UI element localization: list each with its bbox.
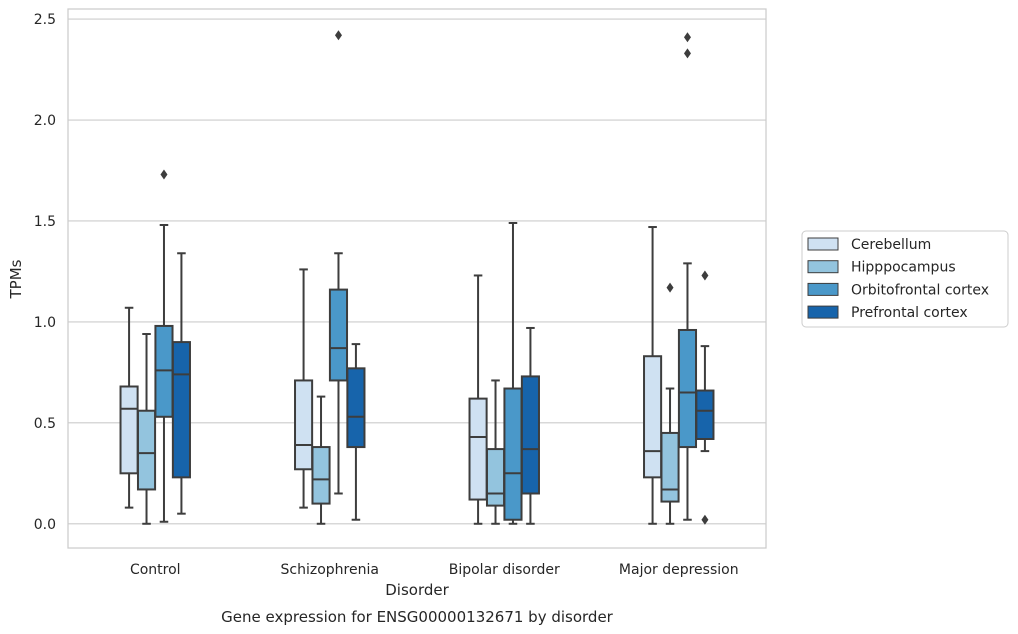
- outlier-point: [666, 282, 674, 293]
- legend-swatch: [807, 237, 839, 251]
- box-orbitofrontal-cortex: [677, 32, 698, 521]
- y-tick-label: 0.5: [34, 416, 56, 432]
- box-prefrontal-cortex: [171, 252, 191, 515]
- box-prefrontal-cortex: [346, 343, 366, 521]
- box-cerebellum: [119, 306, 139, 509]
- outlier-point: [160, 169, 168, 180]
- box-groups: [119, 30, 715, 525]
- legend: Cerebellum Hipppocampus Orbitofrontal cort…: [801, 230, 1009, 328]
- outlier-point: [701, 514, 709, 525]
- y-axis-title: TPMs: [7, 259, 25, 299]
- y-tick-labels: 0.0 0.5 1.0 1.5 2.0 2.5: [34, 12, 56, 533]
- box-cerebellum: [643, 226, 663, 525]
- x-tick-labels: Control Schizophrenia Bipolar disorder Majo…: [130, 562, 739, 578]
- iqr-box: [154, 324, 174, 418]
- outlier-point: [334, 30, 342, 41]
- plot-frame: [67, 8, 767, 549]
- iqr-box: [468, 397, 488, 501]
- y-tick-label: 2.0: [34, 113, 56, 129]
- box-hipppocampus: [136, 333, 157, 525]
- legend-label: Orbitofrontal cortex: [851, 282, 989, 298]
- iqr-box: [294, 379, 314, 471]
- y-tick-label: 1.5: [34, 214, 56, 230]
- iqr-box: [520, 375, 540, 495]
- iqr-box: [643, 355, 663, 479]
- iqr-box: [485, 448, 506, 507]
- outlier-point: [701, 270, 709, 281]
- legend-swatch: [807, 260, 839, 274]
- legend-label: Prefrontal cortex: [851, 305, 968, 321]
- box-orbitofrontal-cortex: [328, 30, 349, 495]
- x-tick-label: Schizophrenia: [281, 562, 379, 578]
- box-orbitofrontal-cortex: [503, 221, 523, 525]
- box-prefrontal-cortex: [695, 270, 715, 525]
- legend-label: Hipppocampus: [851, 260, 956, 276]
- legend-label: Cerebellum: [851, 237, 931, 253]
- iqr-box: [119, 385, 139, 475]
- box-orbitofrontal-cortex: [154, 169, 174, 523]
- iqr-box: [136, 409, 157, 491]
- iqr-box: [171, 341, 191, 479]
- x-tick-label: Control: [130, 562, 181, 578]
- iqr-box: [695, 389, 715, 440]
- iqr-box: [677, 328, 698, 449]
- box-cerebellum: [468, 274, 488, 525]
- box-hipppocampus: [660, 282, 680, 525]
- iqr-box: [328, 288, 349, 382]
- iqr-box: [346, 367, 366, 449]
- y-tick-label: 1.0: [34, 315, 56, 331]
- box-hipppocampus: [311, 395, 331, 525]
- legend-swatch: [807, 282, 839, 296]
- outlier-point: [683, 32, 691, 43]
- box-hipppocampus: [485, 379, 506, 525]
- y-tick-label: 0.0: [34, 517, 56, 533]
- y-tick-label: 2.5: [34, 12, 56, 28]
- outlier-point: [683, 48, 691, 59]
- legend-swatch: [807, 305, 839, 319]
- iqr-box: [503, 387, 523, 521]
- box-prefrontal-cortex: [520, 326, 540, 525]
- chart-caption: Gene expression for ENSG00000132671 by d…: [221, 608, 614, 626]
- iqr-box: [660, 431, 680, 503]
- box-cerebellum: [294, 268, 314, 509]
- x-tick-label: Bipolar disorder: [449, 562, 560, 578]
- iqr-box: [311, 446, 331, 505]
- x-axis-title: Disorder: [385, 581, 449, 599]
- legend-frame: [801, 230, 1009, 328]
- x-tick-label: Major depression: [619, 562, 739, 578]
